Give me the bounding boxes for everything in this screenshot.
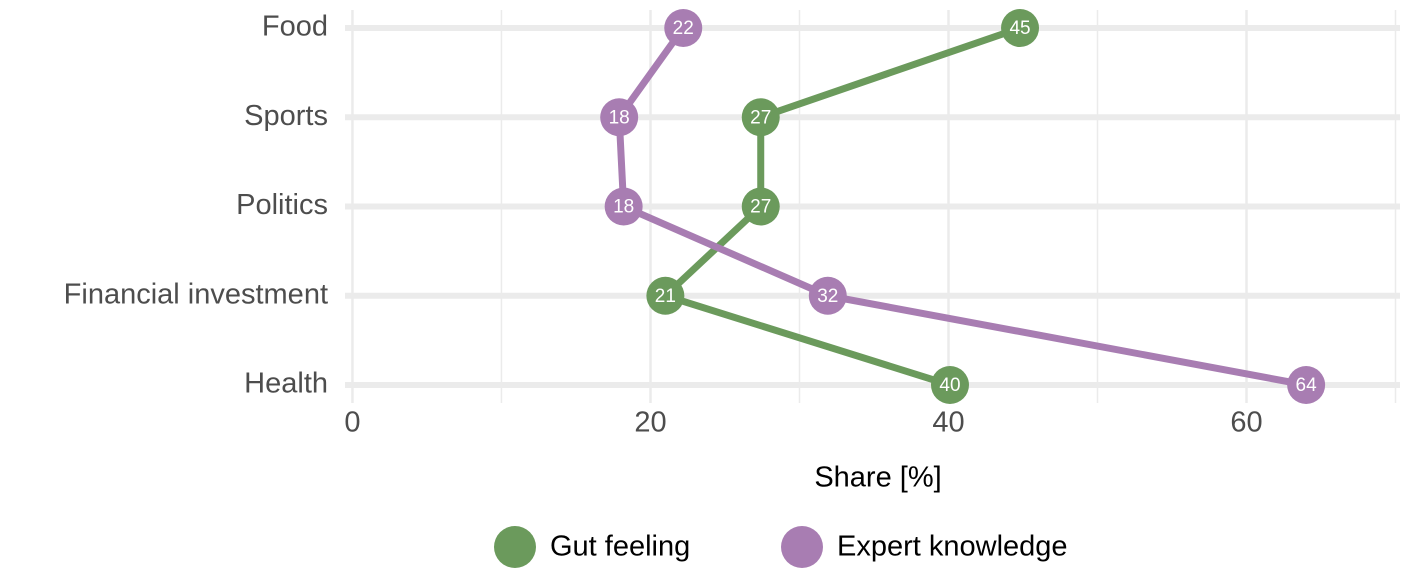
y-tick-label: Sports bbox=[244, 100, 328, 132]
legend-label: Expert knowledge bbox=[837, 531, 1068, 563]
y-tick-label: Financial investment bbox=[64, 278, 328, 310]
legend-swatch bbox=[781, 526, 823, 568]
value-label: 40 bbox=[939, 375, 960, 396]
value-label: 21 bbox=[655, 286, 676, 307]
y-tick-label: Health bbox=[244, 368, 328, 400]
dot bbox=[604, 187, 643, 226]
dot bbox=[930, 366, 969, 404]
dot bbox=[600, 98, 639, 137]
x-axis-title: Share [%] bbox=[814, 462, 941, 494]
y-tick-label: Food bbox=[262, 11, 328, 43]
x-tick-label: 0 bbox=[344, 407, 360, 439]
value-label: 18 bbox=[609, 107, 630, 128]
dot bbox=[1287, 366, 1326, 404]
value-label: 27 bbox=[750, 197, 771, 218]
value-label: 32 bbox=[817, 286, 838, 307]
value-label: 27 bbox=[750, 107, 771, 128]
dot bbox=[808, 276, 847, 315]
y-tick-label: Politics bbox=[236, 189, 328, 221]
value-label: 18 bbox=[613, 197, 634, 218]
legend-label: Gut feeling bbox=[550, 531, 690, 563]
legend-swatch bbox=[494, 526, 536, 568]
value-label: 22 bbox=[673, 18, 694, 39]
dot bbox=[741, 187, 780, 226]
x-tick-label: 40 bbox=[932, 407, 964, 439]
x-tick-label: 20 bbox=[634, 407, 666, 439]
dot bbox=[741, 98, 780, 137]
dot bbox=[1001, 9, 1040, 47]
dot bbox=[646, 276, 685, 315]
x-tick-label: 60 bbox=[1230, 407, 1262, 439]
value-label: 64 bbox=[1296, 375, 1318, 396]
value-label: 45 bbox=[1009, 18, 1030, 39]
dot bbox=[664, 9, 703, 47]
